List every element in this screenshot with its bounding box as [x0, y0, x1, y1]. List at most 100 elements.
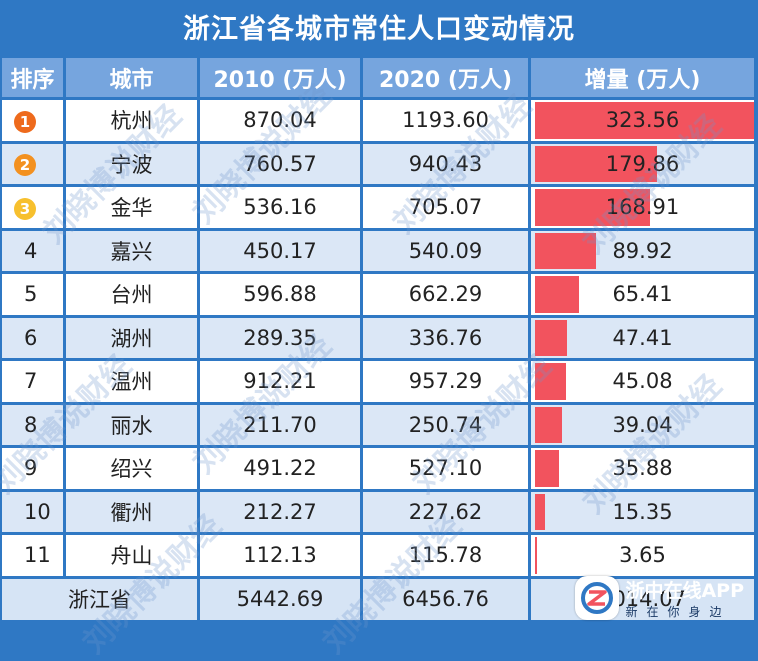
delta-cell: 65.41 — [531, 274, 757, 318]
delta-value: 168.91 — [605, 195, 680, 220]
city-cell: 台州 — [66, 274, 200, 318]
delta-value: 3.65 — [619, 543, 666, 568]
table-row: 5 台州 596.88 662.29 65.41 — [2, 274, 757, 318]
delta-cell: 15.35 — [531, 491, 757, 535]
value-2020-cell: 250.74 — [363, 404, 531, 448]
app-badge: 浙中在线APP 新在你身边 — [575, 576, 744, 620]
table-row: 1 杭州 870.04 1193.60 323.56 — [2, 100, 757, 144]
delta-cell: 179.86 — [531, 143, 757, 187]
city-cell: 杭州 — [66, 100, 200, 144]
delta-cell: 89.92 — [531, 230, 757, 274]
table-row: 3 金华 536.16 705.07 168.91 — [2, 187, 757, 231]
header-rank: 排序 — [2, 58, 66, 100]
header-2010: 2010 (万人) — [200, 58, 363, 100]
rank-cell: 8 — [2, 404, 66, 448]
medal-3-icon: 3 — [14, 197, 36, 220]
rank-cell: 2 — [2, 143, 66, 187]
delta-bar — [535, 493, 545, 530]
value-2020-cell: 705.07 — [363, 187, 531, 231]
table-row: 9 绍兴 491.22 527.10 35.88 — [2, 448, 757, 492]
delta-cell: 3.65 — [531, 535, 757, 579]
city-cell: 嘉兴 — [66, 230, 200, 274]
page-title: 浙江省各城市常住人口变动情况 — [183, 13, 575, 45]
delta-value: 39.04 — [612, 412, 673, 437]
population-table: 排序 城市 2010 (万人) 2020 (万人) 增量 (万人) 1 杭州 870… — [2, 58, 757, 623]
city-cell: 宁波 — [66, 143, 200, 187]
delta-cell: 35.88 — [531, 448, 757, 492]
city-cell: 丽水 — [66, 404, 200, 448]
delta-value: 47.41 — [612, 325, 673, 350]
delta-bar — [535, 102, 754, 139]
value-2020-cell: 527.10 — [363, 448, 531, 492]
delta-value: 89.92 — [612, 238, 673, 263]
city-cell: 湖州 — [66, 317, 200, 361]
value-2010-cell: 596.88 — [200, 274, 363, 318]
rank-cell: 9 — [2, 448, 66, 492]
delta-cell: 323.56 — [531, 100, 757, 144]
delta-value: 45.08 — [612, 369, 673, 394]
value-2020-cell: 662.29 — [363, 274, 531, 318]
delta-value: 35.88 — [612, 456, 673, 481]
rank-cell: 11 — [2, 535, 66, 579]
app-logo-icon — [575, 576, 620, 620]
header-2020: 2020 (万人) — [363, 58, 531, 100]
header-row: 排序 城市 2010 (万人) 2020 (万人) 增量 (万人) — [2, 58, 757, 100]
delta-bar — [535, 450, 559, 487]
table-row: 7 温州 912.21 957.29 45.08 — [2, 361, 757, 405]
delta-cell: 39.04 — [531, 404, 757, 448]
value-2020-cell: 336.76 — [363, 317, 531, 361]
medal-2-icon: 2 — [14, 154, 36, 177]
table-row: 4 嘉兴 450.17 540.09 89.92 — [2, 230, 757, 274]
rank-cell: 7 — [2, 361, 66, 405]
table-row: 6 湖州 289.35 336.76 47.41 — [2, 317, 757, 361]
app-name: 浙中在线APP — [625, 580, 744, 602]
value-2010-cell: 760.57 — [200, 143, 363, 187]
city-cell: 温州 — [66, 361, 200, 405]
delta-bar — [535, 537, 537, 574]
delta-bar — [535, 276, 579, 313]
header-city: 城市 — [66, 58, 200, 100]
value-2010-cell: 912.21 — [200, 361, 363, 405]
rank-cell: 4 — [2, 230, 66, 274]
value-2020-cell: 115.78 — [363, 535, 531, 579]
medal-1-icon: 1 — [14, 110, 36, 133]
value-2010-cell: 536.16 — [200, 187, 363, 231]
header-delta: 增量 (万人) — [531, 58, 757, 100]
table-row: 10 衢州 212.27 227.62 15.35 — [2, 491, 757, 535]
value-2010-cell: 870.04 — [200, 100, 363, 144]
delta-bar — [535, 189, 650, 226]
table-row: 8 丽水 211.70 250.74 39.04 — [2, 404, 757, 448]
value-2010-cell: 112.13 — [200, 535, 363, 579]
delta-cell: 47.41 — [531, 317, 757, 361]
value-2020-cell: 940.43 — [363, 143, 531, 187]
value-2020-cell: 540.09 — [363, 230, 531, 274]
total-row: 浙江省 5442.69 6456.76 1014.07 — [2, 578, 757, 623]
value-2020-cell: 227.62 — [363, 491, 531, 535]
rank-cell: 5 — [2, 274, 66, 318]
value-2010-cell: 289.35 — [200, 317, 363, 361]
city-cell: 衢州 — [66, 491, 200, 535]
delta-value: 15.35 — [612, 499, 673, 524]
app-slogan: 新在你身边 — [625, 605, 731, 619]
delta-bar — [535, 232, 596, 269]
delta-value: 323.56 — [605, 108, 680, 133]
delta-bar — [535, 406, 562, 443]
delta-value: 65.41 — [612, 282, 673, 307]
value-2010-cell: 211.70 — [200, 404, 363, 448]
total-2020: 6456.76 — [363, 578, 531, 623]
city-cell: 舟山 — [66, 535, 200, 579]
value-2010-cell: 212.27 — [200, 491, 363, 535]
table-body: 1 杭州 870.04 1193.60 323.56 2 宁波 760.57 940.43 179… — [2, 100, 757, 579]
value-2010-cell: 450.17 — [200, 230, 363, 274]
delta-value: 179.86 — [605, 151, 680, 176]
table-row: 2 宁波 760.57 940.43 179.86 — [2, 143, 757, 187]
value-2020-cell: 957.29 — [363, 361, 531, 405]
delta-cell: 168.91 — [531, 187, 757, 231]
city-cell: 金华 — [66, 187, 200, 231]
rank-cell: 1 — [2, 100, 66, 144]
city-cell: 绍兴 — [66, 448, 200, 492]
total-label: 浙江省 — [2, 578, 200, 623]
table-row: 11 舟山 112.13 115.78 3.65 — [2, 535, 757, 579]
value-2020-cell: 1193.60 — [363, 100, 531, 144]
delta-cell: 45.08 — [531, 361, 757, 405]
